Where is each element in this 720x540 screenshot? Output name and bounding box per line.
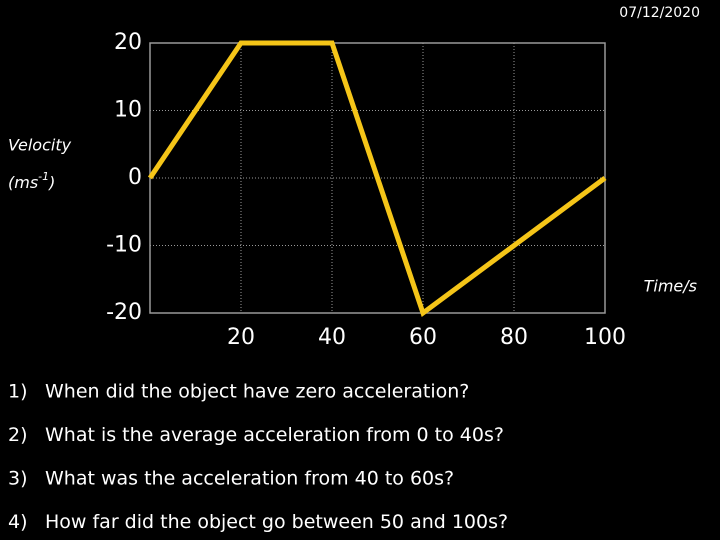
y-tick-label: 20 (114, 30, 142, 55)
data-line (147, 40, 607, 318)
question-number: 4) (8, 511, 28, 533)
question-number: 3) (8, 468, 28, 490)
x-tick-label: 60 (409, 325, 437, 350)
x-axis-label: Time/s (644, 277, 697, 296)
y-tick-label: 10 (114, 98, 142, 123)
y-axis-label: Velocity (8, 136, 72, 155)
question-text: What is the average acceleration from 0 … (45, 424, 504, 446)
y-tick-label: -20 (106, 300, 142, 325)
question-number: 1) (8, 381, 28, 403)
y-tick-label: -10 (106, 233, 142, 258)
question-text: How far did the object go between 50 and… (45, 511, 508, 533)
x-tick-label: 80 (500, 325, 528, 350)
question-text: When did the object have zero accelerati… (45, 381, 469, 403)
y-tick-label: 0 (128, 165, 142, 190)
x-tick-label: 40 (318, 325, 346, 350)
question-number: 2) (8, 424, 28, 446)
x-tick-label: 20 (227, 325, 255, 350)
date: 07/12/2020 (619, 5, 700, 21)
y-axis-unit: (ms-1) (8, 170, 55, 192)
question-text: What was the acceleration from 40 to 60s… (45, 468, 454, 490)
x-tick-label: 100 (584, 325, 626, 350)
